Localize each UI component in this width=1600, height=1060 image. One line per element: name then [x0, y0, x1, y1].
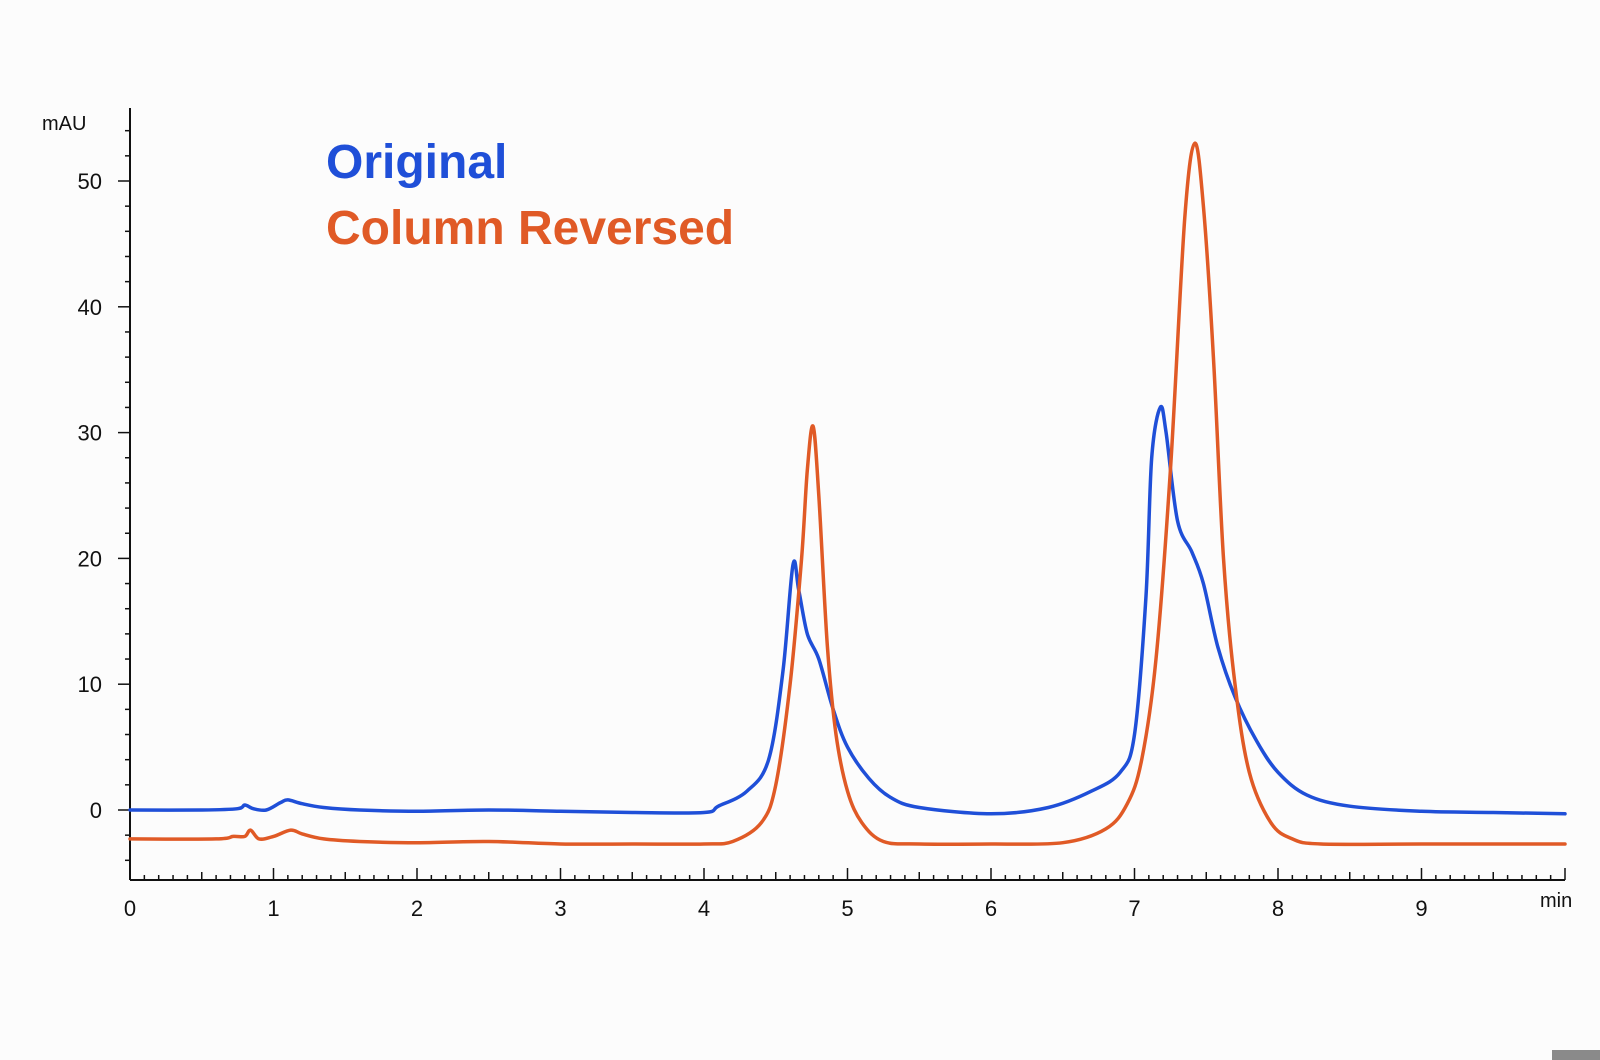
legend: Original Column Reversed	[326, 136, 734, 255]
y-tick-label: 20	[78, 546, 102, 571]
x-tick-label: 2	[411, 896, 423, 921]
x-tick-label: 0	[124, 896, 136, 921]
axis-ticks	[118, 129, 1566, 880]
x-tick-label: 5	[841, 896, 853, 921]
y-tick-label: 50	[78, 169, 102, 194]
series-line-column-reversed	[128, 141, 1567, 847]
x-tick-label: 4	[698, 896, 710, 921]
corner-scroll-mark	[1552, 1050, 1600, 1060]
y-unit-label: mAU	[42, 113, 86, 135]
x-tick-label: 8	[1272, 896, 1284, 921]
legend-label-original: Original	[326, 136, 507, 189]
y-tick-label: 30	[78, 421, 102, 446]
x-tick-label: 6	[985, 896, 997, 921]
x-unit-label: min	[1540, 890, 1572, 912]
x-tick-label: 1	[267, 896, 279, 921]
axis-tick-labels: 0 1 2 3 4 5 6 7 8 9 0 10 20 30 40 50	[78, 169, 1428, 921]
x-tick-label: 3	[554, 896, 566, 921]
y-tick-label: 10	[78, 672, 102, 697]
y-tick-label: 0	[90, 798, 102, 823]
series-lines	[128, 141, 1567, 847]
series-line-original	[128, 404, 1567, 816]
legend-label-column-reversed: Column Reversed	[326, 202, 734, 255]
x-tick-label: 7	[1128, 896, 1140, 921]
x-tick-label: 9	[1415, 896, 1427, 921]
y-tick-label: 40	[78, 295, 102, 320]
